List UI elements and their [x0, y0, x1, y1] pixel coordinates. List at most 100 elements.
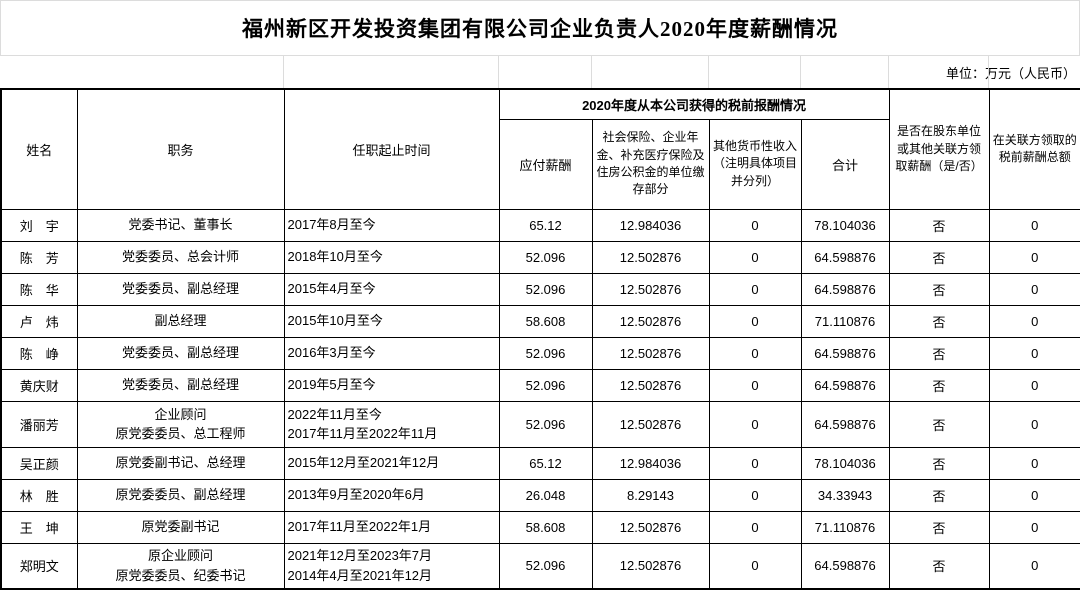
cell-term: 2022年11月至今 2017年11月至2022年11月 [283, 400, 500, 448]
table-row: 潘丽芳 企业顾问 原党委委员、总工程师 2022年11月至今 2017年11月至20… [0, 400, 1080, 448]
cell-position: 党委书记、董事长 [76, 208, 285, 242]
cell-related-party-flag: 否 [888, 336, 990, 370]
cell-payable-salary: 65.12 [498, 208, 593, 242]
cell-other-income: 0 [708, 400, 802, 448]
cell-total: 64.598876 [800, 368, 890, 402]
cell-name: 陈 峥 [0, 336, 78, 370]
cell-position: 党委委员、副总经理 [76, 368, 285, 402]
cell-payable-salary: 65.12 [498, 446, 593, 480]
cell-payable-salary: 58.608 [498, 510, 593, 544]
unit-note: 单位：万元（人民币） [945, 65, 1076, 81]
cell-payable-salary: 52.096 [498, 542, 593, 590]
cell-position: 原企业顾问 原党委委员、纪委书记 [76, 542, 285, 590]
cell-related-party-flag: 否 [888, 478, 990, 512]
cell-social-insurance: 12.502876 [591, 240, 710, 274]
cell-other-income: 0 [708, 304, 802, 338]
cell-position: 党委委员、副总经理 [76, 272, 285, 306]
table-row: 刘 宇党委书记、董事长 2017年8月至今 65.12 12.984036 0 78.10… [0, 208, 1080, 242]
cell-related-party-total: 0 [988, 542, 1080, 590]
cell-payable-salary: 26.048 [498, 478, 593, 512]
cell-related-party-total: 0 [988, 510, 1080, 544]
col-header-related-party-flag: 是否在股东单位或其他关联方领取薪酬（是/否） [888, 88, 990, 210]
cell-total: 71.110876 [800, 304, 890, 338]
header-row-sub: 应付薪酬 社会保险、企业年金、补充医疗保险及住房公积金的单位缴存部分 其他货币性… [1, 118, 1080, 210]
cell-total: 64.598876 [800, 240, 890, 274]
cell-other-income: 0 [708, 336, 802, 370]
cell-position: 原党委副书记、总经理 [76, 446, 285, 480]
cell-name: 刘 宇 [0, 208, 78, 242]
cell-related-party-total: 0 [988, 208, 1080, 242]
gridline [988, 56, 989, 88]
cell-related-party-total: 0 [988, 400, 1080, 448]
cell-total: 64.598876 [800, 272, 890, 306]
cell-other-income: 0 [708, 240, 802, 274]
cell-social-insurance: 8.29143 [591, 478, 710, 512]
cell-related-party-flag: 否 [888, 208, 990, 242]
cell-position: 原党委副书记 [76, 510, 285, 544]
cell-related-party-total: 0 [988, 478, 1080, 512]
cell-payable-salary: 52.096 [498, 336, 593, 370]
cell-social-insurance: 12.984036 [591, 208, 710, 242]
cell-payable-salary: 52.096 [498, 240, 593, 274]
col-header-term: 任职起止时间 [283, 88, 500, 210]
cell-position: 企业顾问 原党委委员、总工程师 [76, 400, 285, 448]
cell-position: 党委委员、副总经理 [76, 336, 285, 370]
cell-other-income: 0 [708, 510, 802, 544]
cell-other-income: 0 [708, 478, 802, 512]
cell-social-insurance: 12.502876 [591, 400, 710, 448]
cell-term: 2015年10月至今 [283, 304, 500, 338]
cell-term: 2017年8月至今 [283, 208, 500, 242]
gridline [283, 56, 284, 88]
cell-term: 2021年12月至2023年7月 2014年4月至2021年12月 [283, 542, 500, 590]
cell-term: 2016年3月至今 [283, 336, 500, 370]
cell-related-party-flag: 否 [888, 542, 990, 590]
cell-total: 64.598876 [800, 336, 890, 370]
cell-related-party-total: 0 [988, 446, 1080, 480]
cell-term: 2013年9月至2020年6月 [283, 478, 500, 512]
table-header: 姓名 职务 任职起止时间 2020年度从本公司获得的税前报酬情况 是否在股东单位… [0, 88, 1080, 210]
cell-term: 2015年12月至2021年12月 [283, 446, 500, 480]
cell-name: 王 坤 [0, 510, 78, 544]
cell-payable-salary: 58.608 [498, 304, 593, 338]
cell-related-party-total: 0 [988, 240, 1080, 274]
cell-name: 陈 芳 [0, 240, 78, 274]
cell-total: 34.33943 [800, 478, 890, 512]
cell-position: 党委委员、总会计师 [76, 240, 285, 274]
table-row: 林 胜原党委委员、副总经理 2013年9月至2020年6月 26.048 8.2914… [0, 478, 1080, 512]
cell-position: 副总经理 [76, 304, 285, 338]
header-row-group: 姓名 职务 任职起止时间 2020年度从本公司获得的税前报酬情况 是否在股东单位… [0, 88, 1080, 210]
table-row: 陈 华党委委员、副总经理 2015年4月至今 52.096 12.502876 0 64.… [0, 272, 1080, 306]
cell-related-party-flag: 否 [888, 272, 990, 306]
cell-name: 黄庆财 [0, 368, 78, 402]
cell-related-party-flag: 否 [888, 446, 990, 480]
cell-other-income: 0 [708, 208, 802, 242]
col-header-payable-salary: 应付薪酬 [498, 118, 593, 210]
cell-name: 林 胜 [0, 478, 78, 512]
cell-related-party-flag: 否 [888, 400, 990, 448]
cell-related-party-total: 0 [988, 272, 1080, 306]
cell-other-income: 0 [708, 446, 802, 480]
cell-position: 原党委委员、副总经理 [76, 478, 285, 512]
col-header-total: 合计 [800, 118, 890, 210]
cell-total: 64.598876 [800, 542, 890, 590]
cell-total: 71.110876 [800, 510, 890, 544]
gridline [498, 56, 499, 88]
cell-payable-salary: 52.096 [498, 400, 593, 448]
table-row: 吴正颜 原党委副书记、总经理 2015年12月至2021年12月 65.12 12.98… [0, 446, 1080, 480]
gridline [800, 56, 801, 88]
table-row: 黄庆财 党委委员、副总经理 2019年5月至今 52.096 12.502876 0 64.… [0, 368, 1080, 402]
table-row: 王 坤原党委副书记 2017年11月至2022年1月 58.608 12.502876… [0, 510, 1080, 544]
cell-other-income: 0 [708, 368, 802, 402]
gridline [591, 56, 592, 88]
gridline [708, 56, 709, 88]
cell-related-party-flag: 否 [888, 510, 990, 544]
cell-related-party-total: 0 [988, 304, 1080, 338]
cell-other-income: 0 [708, 542, 802, 590]
table-row: 卢 炜副总经理 2015年10月至今 58.608 12.502876 0 71.1108… [0, 304, 1080, 338]
cell-related-party-total: 0 [988, 336, 1080, 370]
cell-social-insurance: 12.502876 [591, 336, 710, 370]
col-header-other-income: 其他货币性收入（注明具体项目并分列） [708, 118, 802, 210]
cell-term: 2019年5月至今 [283, 368, 500, 402]
cell-name: 吴正颜 [0, 446, 78, 480]
title-box: 福州新区开发投资集团有限公司企业负责人2020年度薪酬情况 [0, 0, 1080, 56]
